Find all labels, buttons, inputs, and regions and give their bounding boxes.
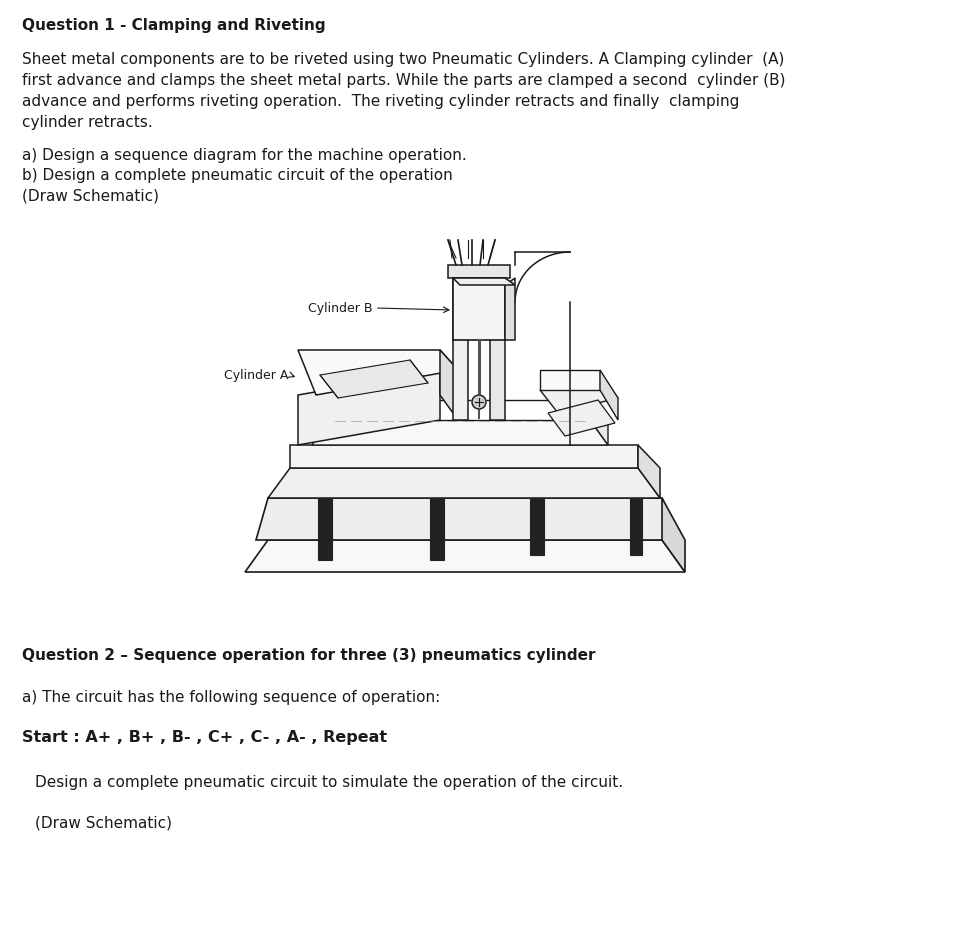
Text: cylinder retracts.: cylinder retracts. [22, 115, 152, 130]
Polygon shape [298, 350, 458, 395]
Text: (Draw Schematic): (Draw Schematic) [35, 815, 172, 830]
Polygon shape [490, 268, 505, 420]
Polygon shape [290, 445, 638, 468]
Polygon shape [268, 468, 660, 498]
Polygon shape [453, 278, 515, 285]
Polygon shape [330, 400, 590, 420]
Polygon shape [298, 370, 440, 445]
Text: Sheet metal components are to be riveted using two Pneumatic Cylinders. A Clampi: Sheet metal components are to be riveted… [22, 52, 785, 67]
Text: Question 1 - Clamping and Riveting: Question 1 - Clamping and Riveting [22, 18, 326, 33]
Polygon shape [662, 498, 685, 572]
Polygon shape [505, 278, 515, 340]
Text: Cylinder B: Cylinder B [308, 302, 373, 314]
Polygon shape [256, 498, 680, 540]
Polygon shape [530, 498, 544, 555]
Polygon shape [540, 370, 600, 390]
Polygon shape [540, 375, 618, 413]
Polygon shape [638, 445, 660, 498]
Text: Question 2 – Sequence operation for three (3) pneumatics cylinder: Question 2 – Sequence operation for thre… [22, 648, 596, 663]
Polygon shape [448, 265, 510, 278]
Circle shape [472, 395, 486, 409]
Text: Start : A+ , B+ , B- , C+ , C- , A- , Repeat: Start : A+ , B+ , B- , C+ , C- , A- , Re… [22, 730, 387, 745]
Polygon shape [630, 498, 642, 555]
Polygon shape [548, 400, 615, 436]
Polygon shape [430, 498, 444, 560]
Polygon shape [245, 540, 685, 572]
Polygon shape [590, 400, 608, 445]
Text: a) The circuit has the following sequence of operation:: a) The circuit has the following sequenc… [22, 690, 441, 705]
Text: b) Design a complete pneumatic circuit of the operation: b) Design a complete pneumatic circuit o… [22, 168, 453, 183]
Text: first advance and clamps the sheet metal parts. While the parts are clamped a se: first advance and clamps the sheet metal… [22, 73, 786, 88]
Text: advance and performs riveting operation.  The riveting cylinder retracts and fin: advance and performs riveting operation.… [22, 94, 740, 109]
Polygon shape [318, 498, 332, 560]
Polygon shape [320, 360, 428, 398]
Polygon shape [312, 420, 608, 445]
Text: a) Design a sequence diagram for the machine operation.: a) Design a sequence diagram for the mac… [22, 148, 467, 163]
Text: Cylinder A: Cylinder A [223, 368, 288, 381]
Polygon shape [453, 278, 505, 340]
Polygon shape [453, 268, 468, 420]
Text: (Draw Schematic): (Draw Schematic) [22, 188, 159, 203]
Polygon shape [440, 350, 458, 420]
Polygon shape [600, 370, 618, 420]
Text: Design a complete pneumatic circuit to simulate the operation of the circuit.: Design a complete pneumatic circuit to s… [35, 775, 623, 790]
